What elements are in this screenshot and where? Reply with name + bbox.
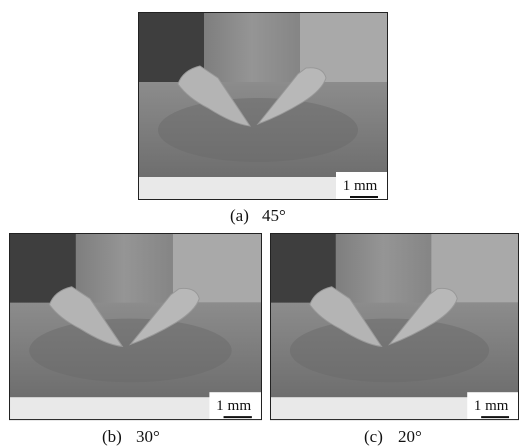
micrograph [138,12,388,200]
page: 1 mm (a) 45° 1 mm (b) 30° 1 mm (c) 20° (… [0,0,520,448]
scale-bar-label: 1 mm [474,398,509,414]
micrograph [9,233,262,420]
caption-angle: 45° [262,206,286,225]
caption-angle: 20° [398,427,422,446]
figure: 1 mm (a) 45° 1 mm (b) 30° 1 mm (c) 20° [0,0,520,448]
scale-bar-label: 1 mm [216,398,251,414]
panel-c: 1 mm [270,233,519,420]
caption-angle: 30° [136,427,160,446]
micrograph [270,233,519,420]
panel-b: 1 mm [9,233,262,420]
scale-bar-label: 1 mm [343,178,378,194]
panel-a: 1 mm [138,12,388,200]
caption-label: (c) [364,427,383,446]
caption-label: (b) [102,427,122,446]
caption-label: (a) [230,206,249,225]
